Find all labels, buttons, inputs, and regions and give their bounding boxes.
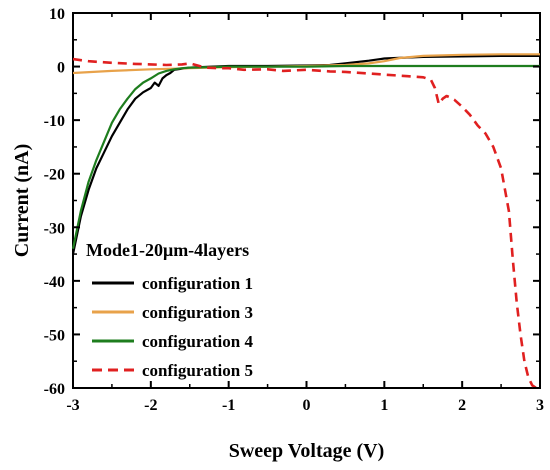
y-tick-label: -50 — [44, 327, 65, 344]
legend-label-3: configuration 4 — [142, 332, 253, 351]
x-tick-label: -3 — [66, 397, 79, 414]
series-line-4 — [72, 57, 537, 390]
y-tick-label: -30 — [44, 220, 65, 237]
ticks-layer — [72, 12, 541, 389]
y-tick-label: 0 — [57, 60, 65, 77]
series-layer — [71, 53, 540, 390]
y-tick-label: -60 — [44, 381, 65, 398]
x-tick-label: 0 — [303, 397, 311, 414]
x-tick-label: 3 — [536, 397, 544, 414]
y-tick-label: -20 — [44, 167, 65, 184]
legend: Mode1-20μm-4layers configuration 1config… — [86, 240, 253, 380]
y-tick-label: -40 — [44, 274, 65, 291]
y-tick-label: 10 — [49, 6, 65, 23]
x-tick-label: -1 — [222, 397, 235, 414]
x-tick-label: 1 — [380, 397, 388, 414]
x-axis-label: Sweep Voltage (V) — [229, 440, 385, 462]
x-tick-label: -2 — [144, 397, 157, 414]
y-tick-label: -10 — [44, 113, 65, 130]
legend-items: configuration 1 configuration 3 configurat… — [92, 274, 253, 380]
legend-title: Mode1-20μm-4layers — [86, 240, 249, 260]
legend-label-1: configuration 1 — [142, 274, 253, 293]
legend-label-2: configuration 3 — [142, 303, 253, 322]
series-line-1 — [71, 54, 540, 255]
legend-label-4: configuration 5 — [142, 361, 253, 380]
series-line-3 — [71, 64, 540, 249]
x-tick-label: 2 — [458, 397, 466, 414]
y-axis-label: Current (nA) — [11, 144, 33, 258]
